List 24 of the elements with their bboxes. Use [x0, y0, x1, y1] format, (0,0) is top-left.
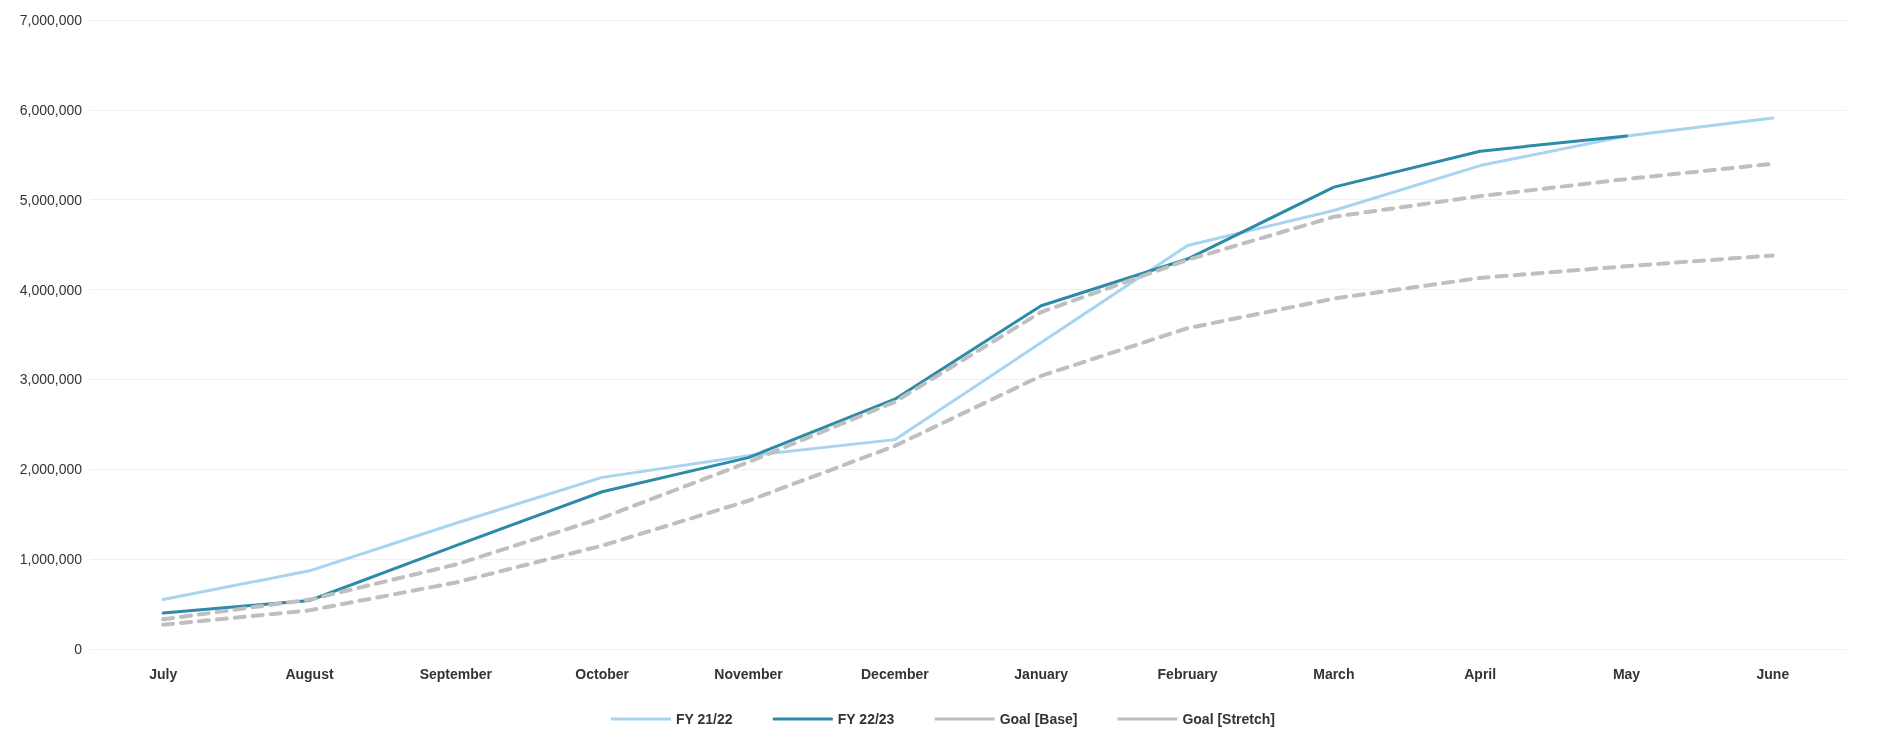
y-tick-label: 3,000,000: [19, 371, 83, 388]
x-tick-label: July: [149, 666, 178, 682]
x-tick-label: November: [714, 666, 784, 682]
y-tick-label: 7,000,000: [19, 12, 83, 28]
x-tick-label: June: [1756, 666, 1790, 682]
x-tick-label: January: [1014, 666, 1069, 682]
x-tick-label: August: [285, 666, 334, 682]
x-tick-label: December: [860, 666, 930, 682]
legend-label: Goal [Base]: [999, 711, 1078, 727]
x-tick-label: October: [575, 666, 630, 682]
x-tick-label: September: [419, 666, 493, 682]
y-tick-label: 0: [74, 641, 83, 657]
legend-label: Goal [Stretch]: [1182, 711, 1276, 727]
x-tick-label: May: [1612, 666, 1641, 682]
x-tick-label: March: [1313, 666, 1355, 682]
legend-label: FY 22/23: [837, 711, 895, 727]
y-tick-label: 1,000,000: [19, 551, 83, 568]
x-tick-label: April: [1464, 666, 1497, 682]
legend-label: FY 21/22: [676, 711, 733, 727]
y-tick-label: 2,000,000: [19, 461, 83, 478]
y-tick-label: 6,000,000: [19, 101, 83, 118]
y-tick-label: 4,000,000: [19, 281, 83, 298]
x-tick-label: February: [1157, 666, 1218, 682]
y-tick-label: 5,000,000: [19, 191, 83, 208]
